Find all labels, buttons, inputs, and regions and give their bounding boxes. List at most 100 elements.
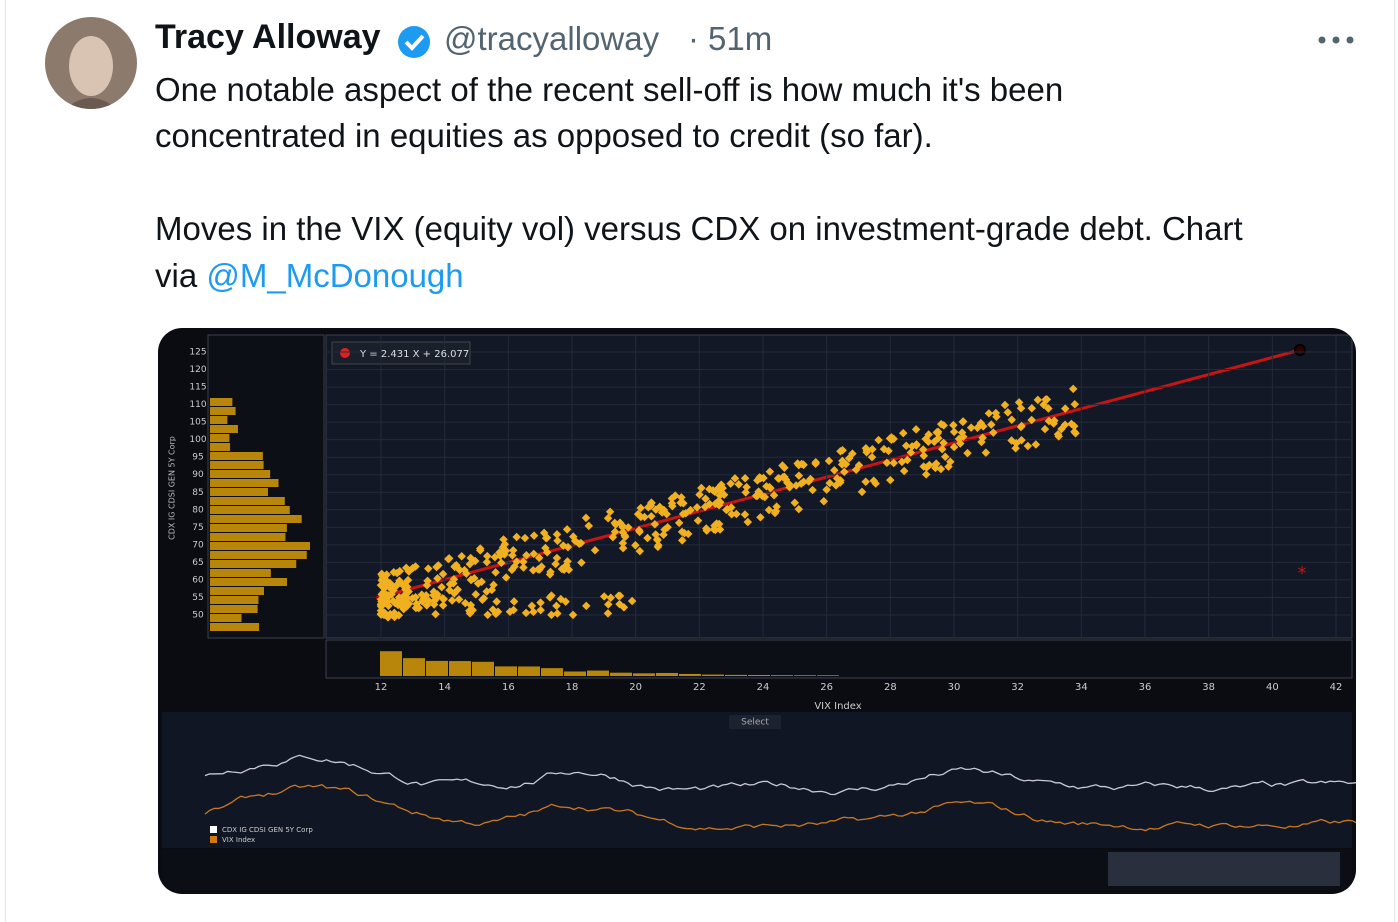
scatter-dot-decoration (714, 496, 723, 506)
scatter-dot-decoration (466, 553, 475, 563)
scatter-dot-decoration (742, 482, 751, 492)
scatter-dot-decoration (541, 543, 550, 553)
x-tick-label: 22 (693, 682, 706, 693)
histogram-bar-decoration (587, 670, 609, 676)
x-tick-label: 42 (1330, 682, 1343, 693)
histogram-bar-decoration (210, 524, 287, 532)
scatter-dot-decoration (831, 481, 841, 490)
scatter-dot-decoration (562, 525, 572, 534)
scatter-dot-decoration (501, 546, 511, 556)
scatter-dot-decoration (676, 498, 685, 507)
scatter-dot-decoration (741, 488, 750, 497)
scatter-dot-decoration (604, 600, 613, 609)
scatter-dot-decoration (508, 551, 517, 560)
scatter-dot-decoration (848, 449, 857, 458)
scatter-dot-decoration (651, 530, 660, 539)
x-tick-label: 40 (1266, 682, 1279, 693)
scatter-dot-decoration (615, 599, 624, 609)
scatter-dot-decoration (889, 458, 898, 468)
tweet-text: via (155, 257, 198, 294)
mention-link[interactable]: @M_McDonough (206, 257, 464, 294)
scatter-dot-decoration (830, 465, 839, 475)
scatter-dot-decoration (869, 476, 878, 486)
scatter-dot-decoration (479, 594, 489, 603)
scatter-dot-decoration (730, 474, 740, 483)
scatter-dot-decoration (570, 536, 580, 546)
scatter-dot-decoration (989, 428, 998, 437)
scatter-dot-decoration (603, 609, 613, 618)
scatter-dot-decoration (841, 459, 851, 469)
scatter-dot-decoration (759, 473, 768, 483)
histogram-bar-decoration (210, 596, 259, 604)
histogram-bar-decoration (210, 560, 297, 568)
scatter-dot-decoration (901, 441, 911, 450)
scatter-dot-decoration (957, 428, 967, 437)
scatter-dot-decoration (1011, 444, 1020, 453)
scatter-dot-decoration (907, 442, 917, 451)
scatter-dot-decoration (868, 445, 877, 454)
histogram-bar-decoration (210, 515, 302, 523)
scatter-dot-decoration (734, 480, 743, 489)
scatter-dot-decoration (1053, 430, 1063, 439)
scatter-dot-decoration (522, 550, 531, 560)
scatter-dot-decoration (1027, 415, 1036, 425)
scatter-dot-decoration (1060, 404, 1070, 413)
more-menu[interactable] (1316, 33, 1356, 47)
scatter-dot-decoration (722, 505, 731, 515)
scatter-dot-decoration (482, 557, 492, 567)
timestamp[interactable]: 51m (708, 20, 773, 57)
verified-badge (398, 26, 430, 58)
scatter-dot-decoration (608, 532, 618, 542)
scatter-dot-decoration (382, 592, 391, 602)
x-tick-label: 30 (948, 682, 961, 693)
histogram-bar-decoration (210, 470, 271, 478)
author-name[interactable]: Tracy Alloway (155, 18, 381, 56)
regression-box (331, 341, 471, 365)
chart-image[interactable]: * 12 14 16 18 20 22 24 26 28 30 32 34 36 38 40 42 125 120… (157, 327, 1357, 895)
y-tick-label: 55 (192, 593, 203, 603)
scatter-dot-decoration (932, 428, 942, 437)
scatter-dot-decoration (882, 458, 892, 468)
scatter-dot-decoration (581, 513, 591, 523)
histogram-bar-decoration (679, 673, 701, 676)
scatter-dot-decoration (493, 607, 503, 616)
scatter-dot-decoration (1033, 395, 1043, 405)
scatter-dot-decoration (422, 601, 432, 610)
scatter-dot-decoration (466, 575, 476, 585)
right-border (1394, 0, 1395, 922)
x-axis-label: VIX Index (814, 701, 861, 712)
scatter-dot-decoration (766, 483, 775, 493)
legend-label: VIX Index (222, 836, 255, 844)
scatter-dot-decoration (756, 513, 765, 522)
timeseries-line-decoration (204, 707, 1356, 796)
scatter-dot-decoration (457, 552, 466, 561)
avatar[interactable] (44, 16, 138, 110)
scatter-dot-decoration (491, 568, 500, 577)
x-tick-label: 32 (1011, 682, 1024, 693)
handle[interactable]: @tracyalloway (444, 20, 660, 57)
scatter-dot-decoration (536, 598, 545, 607)
scatter-dot-decoration (751, 491, 761, 501)
scatter-dot-decoration (934, 434, 943, 443)
scatter-dot-decoration (911, 425, 921, 434)
scatter-dot-decoration (561, 597, 570, 606)
scatter-dot-decoration (973, 423, 982, 432)
regression-end (1294, 344, 1306, 356)
scatter-dot-decoration (650, 519, 660, 529)
scatter-dot-decoration (508, 546, 518, 555)
scatter-dot-decoration (536, 605, 545, 615)
y-tick-label: 65 (192, 558, 203, 568)
histogram-bar-decoration (210, 407, 236, 415)
scatter-dot-decoration (521, 608, 531, 618)
y-tick-label: 85 (192, 488, 203, 498)
scatter-dot-decoration (562, 560, 571, 570)
scatter-dot-decoration (552, 601, 561, 611)
scatter-dot-decoration (445, 580, 455, 589)
scatter-dot-decoration (949, 420, 958, 430)
histogram-bar-decoration (403, 658, 425, 676)
scatter-dot-decoration (1039, 400, 1048, 409)
scatter-dot-decoration (510, 562, 519, 571)
red-marker: * (1298, 563, 1307, 584)
scatter-dot-decoration (509, 597, 519, 606)
scatter-dot-decoration (605, 507, 615, 517)
